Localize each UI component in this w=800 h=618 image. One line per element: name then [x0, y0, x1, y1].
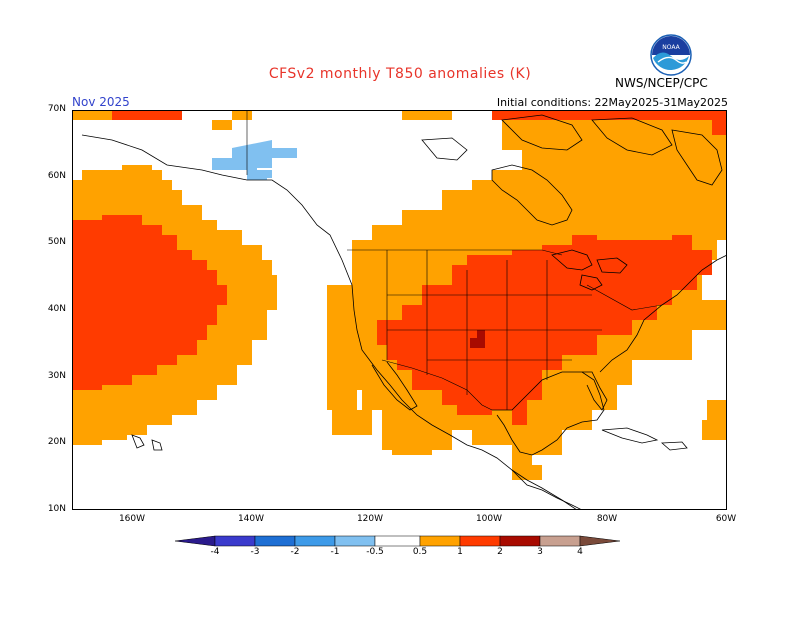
colorbar-neg2-neg1 — [294, 535, 336, 547]
lon-label-140w: 140W — [237, 514, 265, 524]
colorbar-label-p05: 0.5 — [412, 547, 428, 557]
lat-label-10n: 10N — [47, 504, 66, 514]
neutral-regions — [72, 120, 727, 510]
colorbar-label-neg3: -3 — [250, 547, 260, 557]
colorbar-label-neg2: -2 — [290, 547, 300, 557]
lon-label-60w: 60W — [715, 514, 737, 524]
colorbar-label-p2: 2 — [497, 547, 503, 557]
colorbar-label-neg4: -4 — [210, 547, 220, 557]
colorbar-gt-p4 — [579, 535, 621, 547]
colorbar-label-p4: 4 — [577, 547, 583, 557]
forecast-month: Nov 2025 — [72, 95, 130, 109]
noaa-logo: NOAA — [650, 34, 692, 76]
lon-label-100w: 100W — [475, 514, 503, 524]
colorbar-neg1-neg05 — [334, 535, 376, 547]
initial-conditions: Initial conditions: 22May2025-31May2025 — [496, 96, 728, 109]
colorbar — [174, 535, 621, 547]
colorbar-lt-neg4 — [174, 535, 216, 547]
anomaly-2-3-regions — [470, 330, 485, 348]
colorbar-neutral — [374, 535, 421, 547]
colorbar-label-p1: 1 — [457, 547, 463, 557]
colorbar-label-neg05: -0.5 — [366, 547, 384, 557]
lon-label-120w: 120W — [356, 514, 384, 524]
lat-label-70n: 70N — [47, 104, 66, 114]
logo-text: NOAA — [662, 44, 680, 51]
lon-label-160w: 160W — [118, 514, 146, 524]
political-borders — [246, 110, 663, 411]
agency-label: NWS/NCEP/CPC — [615, 76, 708, 90]
anomaly-negative-regions — [212, 140, 297, 180]
anomaly-map — [72, 110, 727, 510]
lat-label-30n: 30N — [47, 371, 66, 381]
colorbar-p1-p2 — [459, 535, 501, 547]
map-frame — [72, 110, 727, 510]
colorbar-p3-p4 — [539, 535, 581, 547]
lat-label-40n: 40N — [47, 304, 66, 314]
colorbar-neg4-neg3 — [214, 535, 256, 547]
map-title: CFSv2 monthly T850 anomalies (K) — [268, 66, 532, 82]
colorbar-p05-p1 — [419, 535, 461, 547]
lat-label-60n: 60N — [47, 171, 66, 181]
lat-label-50n: 50N — [47, 237, 66, 247]
colorbar-neg3-neg2 — [254, 535, 296, 547]
colorbar-label-neg1: -1 — [330, 547, 340, 557]
lat-label-20n: 20N — [47, 437, 66, 447]
colorbar-label-p3: 3 — [537, 547, 543, 557]
colorbar-p2-p3 — [499, 535, 541, 547]
lon-label-80w: 80W — [596, 514, 618, 524]
